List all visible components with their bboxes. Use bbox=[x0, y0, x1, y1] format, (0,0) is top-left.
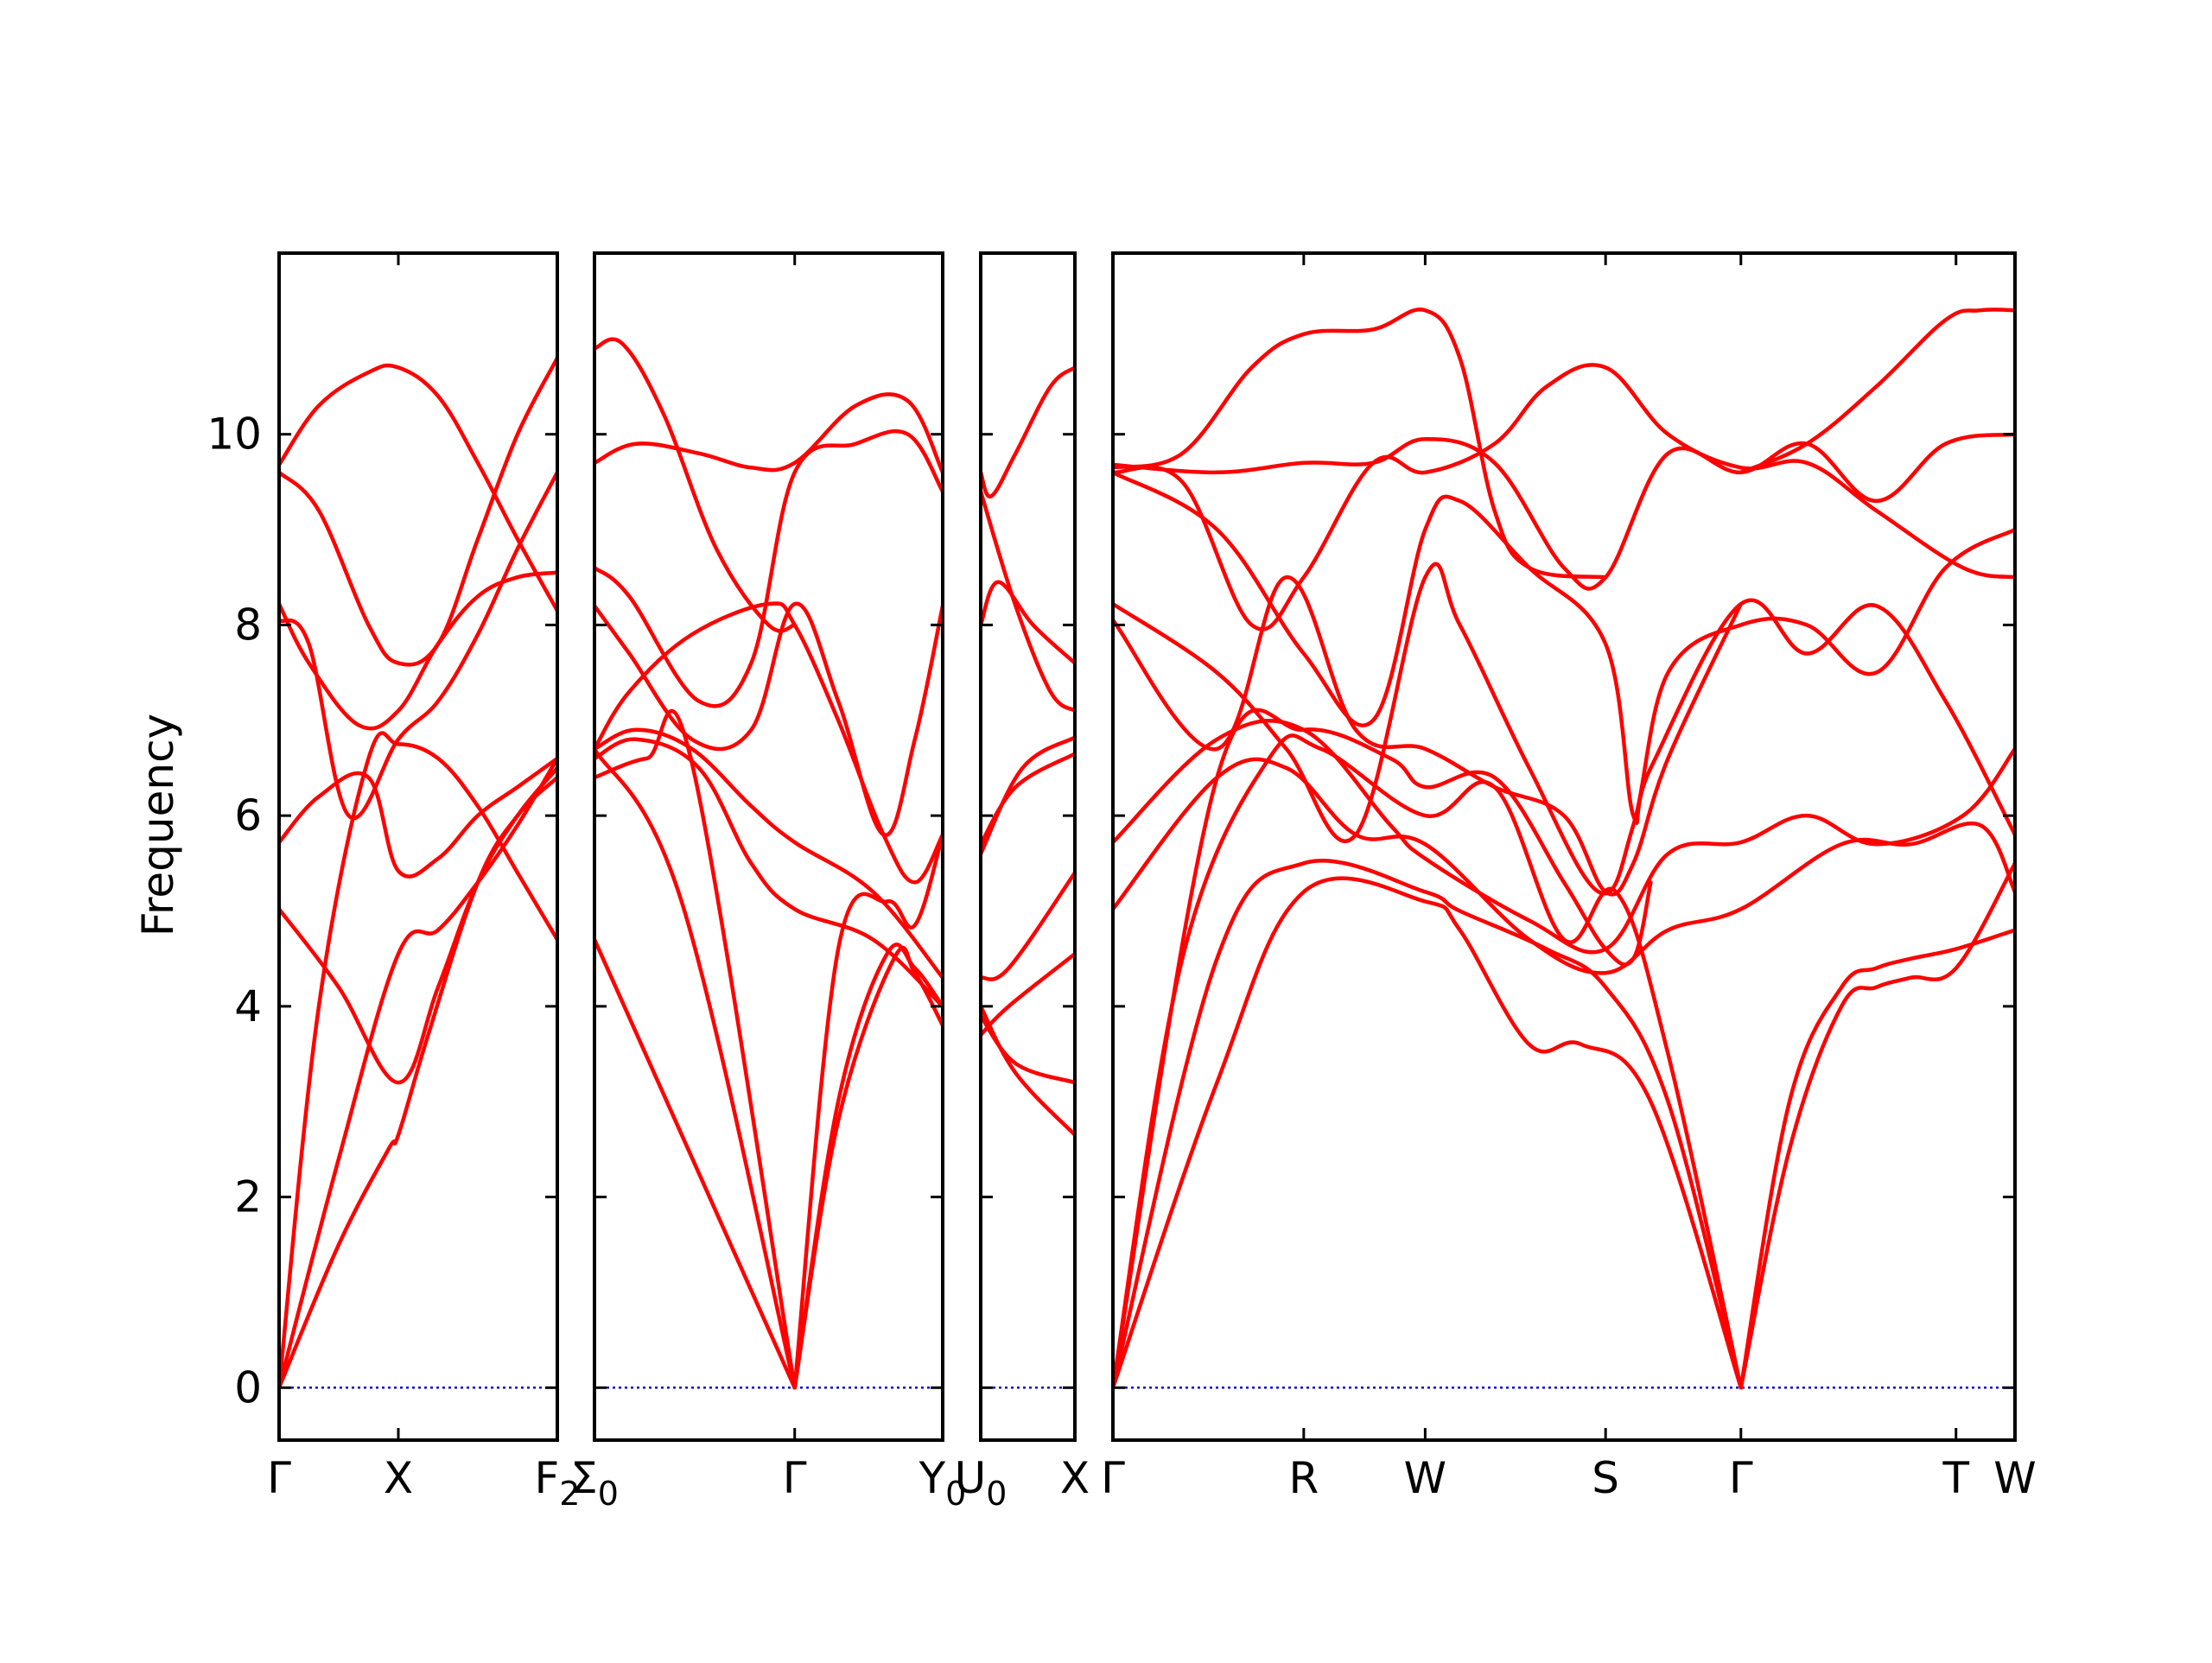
panel-frame bbox=[277, 251, 559, 1442]
band-line-1-7 bbox=[279, 570, 557, 731]
band-line-2-12 bbox=[594, 392, 943, 475]
panel-1: 0 2 4 6 8 10 Γ X F2 bbox=[207, 251, 581, 1513]
x-tick-label: Γ bbox=[267, 1453, 291, 1503]
y-tick-label: 10 bbox=[207, 409, 262, 460]
x-tick-label: Σ0 bbox=[570, 1453, 619, 1513]
x-tick-label: U0 bbox=[955, 1453, 1007, 1513]
band-line-1-8 bbox=[279, 356, 557, 667]
band-line-4-10 bbox=[1113, 432, 2015, 591]
band-line-2-1 bbox=[594, 937, 797, 1390]
band-group bbox=[279, 356, 557, 1390]
x-tick-label: R bbox=[1288, 1453, 1319, 1503]
band-line-3-8 bbox=[981, 580, 1075, 665]
x-tick-label: X bbox=[384, 1453, 413, 1503]
band-line-4-13 bbox=[1738, 928, 2015, 1390]
band-line-4-2 bbox=[1113, 858, 1744, 1390]
band-line-4-14 bbox=[1738, 861, 2015, 1390]
band-line-4-8 bbox=[1113, 527, 2015, 896]
x-tick-label: W bbox=[1993, 1453, 2036, 1503]
x-tick-label: Γ bbox=[783, 1453, 807, 1503]
y-tick-label: 4 bbox=[234, 981, 262, 1031]
y-tick-label: 0 bbox=[234, 1362, 262, 1412]
band-group bbox=[594, 337, 943, 1390]
band-line-3-4 bbox=[981, 871, 1075, 981]
band-line-1-5 bbox=[279, 756, 557, 879]
band-line-4-6 bbox=[1113, 719, 2015, 955]
band-line-4-3 bbox=[1113, 733, 1744, 1390]
band-line-2-3 bbox=[594, 708, 797, 1390]
band-line-3-9 bbox=[981, 365, 1075, 498]
band-line-4-12 bbox=[1113, 308, 1608, 580]
band-group bbox=[981, 365, 1075, 1138]
band-line-2-7 bbox=[594, 737, 943, 1009]
x-tick-label: X bbox=[1060, 1453, 1090, 1503]
band-line-1-6 bbox=[279, 470, 557, 821]
band-line-4-9 bbox=[1113, 470, 2015, 837]
band-line-4-4 bbox=[1113, 708, 1653, 1390]
x-tick-label: S bbox=[1592, 1453, 1619, 1503]
y-tick-label: 2 bbox=[234, 1172, 262, 1222]
panel-frame bbox=[1111, 251, 2017, 1442]
panel-frame bbox=[979, 251, 1077, 1442]
x-tick-label: Γ bbox=[1729, 1453, 1753, 1503]
band-line-2-9 bbox=[594, 601, 943, 885]
x-tick-label: F2 bbox=[535, 1453, 581, 1513]
band-line-2-4 bbox=[792, 945, 943, 1390]
band-line-1-9 bbox=[279, 363, 557, 613]
x-tick-label: W bbox=[1404, 1453, 1446, 1503]
band-line-3-5 bbox=[981, 752, 1075, 847]
band-line-3-3 bbox=[981, 951, 1075, 1038]
band-line-3-6 bbox=[981, 735, 1075, 856]
band-line-2-6 bbox=[792, 832, 943, 1390]
band-group bbox=[1113, 308, 2015, 1390]
band-line-2-13 bbox=[594, 337, 797, 633]
band-line-4-7 bbox=[1113, 574, 1744, 897]
band-line-3-2 bbox=[981, 1013, 1075, 1085]
band-line-4-1 bbox=[1113, 876, 1744, 1390]
band-line-2-2 bbox=[594, 746, 797, 1390]
band-line-1-2 bbox=[279, 756, 557, 1390]
band-line-2-8 bbox=[594, 727, 943, 980]
band-line-1-4 bbox=[279, 765, 557, 1085]
panel-2: Σ0 Γ Y0 bbox=[570, 251, 967, 1513]
band-line-3-1 bbox=[981, 1004, 1075, 1138]
panel-frame bbox=[593, 251, 944, 1442]
x-tick-label: Γ bbox=[1101, 1453, 1125, 1503]
band-line-3-7 bbox=[981, 489, 1075, 713]
band-line-1-3 bbox=[279, 731, 557, 1390]
y-tick-label: 8 bbox=[234, 600, 262, 650]
band-line-4-15 bbox=[1738, 308, 2015, 475]
band-line-2-10 bbox=[594, 601, 943, 837]
y-axis-title: Frequency bbox=[133, 714, 183, 936]
band-line-2-11 bbox=[594, 428, 943, 708]
y-tick-label: 6 bbox=[234, 790, 262, 841]
band-line-4-11 bbox=[1113, 363, 2015, 632]
x-tick-label: Y0 bbox=[918, 1453, 967, 1513]
band-line-4-5 bbox=[1113, 757, 2015, 975]
panel-3: U0 X bbox=[955, 251, 1090, 1513]
band-line-2-5 bbox=[792, 943, 943, 1390]
x-tick-label: T bbox=[1942, 1453, 1969, 1503]
